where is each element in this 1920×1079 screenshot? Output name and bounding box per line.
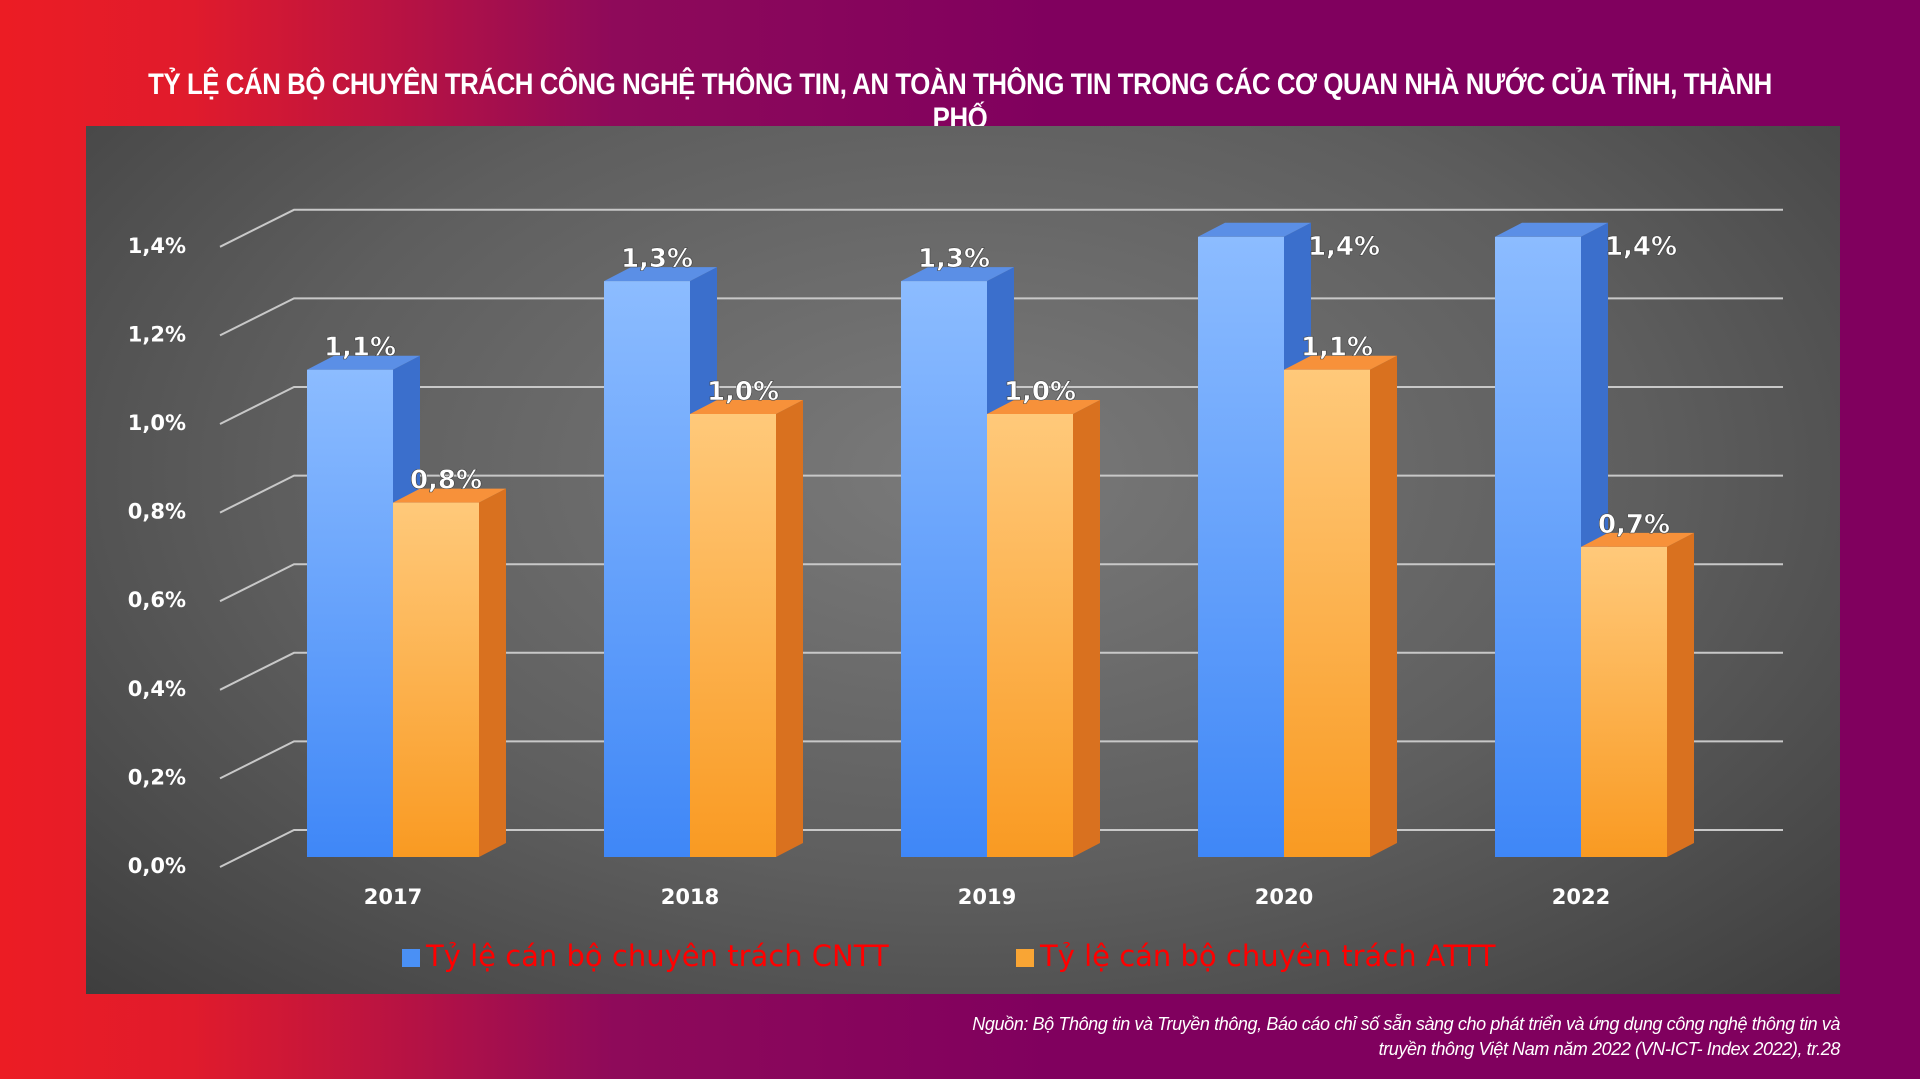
y-tick-label: 1,4% [128, 234, 186, 258]
bar-cntt-2017 [307, 369, 393, 857]
bar-top [901, 267, 1014, 282]
y-tick-label: 0,8% [128, 500, 186, 524]
x-tick-label: 2018 [661, 885, 719, 909]
bar-top [987, 400, 1100, 414]
data-label: 1,1% [324, 333, 396, 363]
chart-panel: 0,0% 0,2% 0,4% 0,6% 0,8% 1,0% 1,2% 1,4% 1,1% 0,8%… [86, 126, 1840, 994]
bar-cntt-2020 [1198, 236, 1284, 858]
data-label: 1,3% [621, 244, 693, 274]
bar-side [1370, 355, 1397, 857]
source-line-1: Nguồn: Bộ Thông tin và Truyền thông, Báo… [972, 1014, 1840, 1034]
bar-side [479, 488, 506, 857]
x-tick-label: 2019 [958, 885, 1016, 909]
bar-top [1198, 222, 1311, 237]
legend-label: Tỷ lệ cán bộ chuyên trách ATTT [1039, 939, 1496, 973]
legend-swatch [1016, 949, 1034, 967]
bar-cntt-2022 [1495, 236, 1581, 858]
bar-side [1073, 400, 1100, 857]
data-label: 0,7% [1598, 510, 1670, 540]
x-tick-label: 2020 [1255, 885, 1313, 909]
gridline [219, 208, 1783, 248]
data-label: 1,0% [707, 377, 779, 407]
y-tick-label: 1,2% [128, 322, 186, 346]
bar-top [1284, 355, 1397, 370]
legend-label: Tỷ lệ cán bộ chuyên trách CNTT [425, 939, 889, 973]
data-label: 1,1% [1301, 333, 1373, 363]
bar-attt-2019 [987, 414, 1073, 857]
y-tick-label: 1,0% [128, 411, 186, 435]
chart-title: TỶ LỆ CÁN BỘ CHUYÊN TRÁCH CÔNG NGHỆ THÔN… [148, 68, 1772, 135]
bar-side [1667, 532, 1694, 857]
bar-top [604, 267, 717, 282]
x-tick-label: 2022 [1552, 885, 1610, 909]
bar-attt-2017 [393, 502, 479, 857]
bar-top [307, 355, 420, 370]
data-label: 1,4% [1308, 232, 1380, 262]
bar-top [1495, 222, 1608, 237]
y-tick-label: 0,0% [128, 854, 186, 878]
x-tick-label: 2017 [364, 885, 422, 909]
bar-top [1581, 532, 1694, 547]
bar-attt-2018 [690, 414, 776, 857]
bar-attt-2022 [1581, 546, 1667, 857]
legend-swatch [402, 949, 420, 967]
bar-attt-2020 [1284, 369, 1370, 857]
bar-chart: 0,0% 0,2% 0,4% 0,6% 0,8% 1,0% 1,2% 1,4% 1,1% 0,8%… [128, 208, 1783, 973]
data-label: 1,3% [918, 244, 990, 274]
source-line-2: truyền thông Việt Nam năm 2022 (VN-ICT- … [1378, 1039, 1841, 1059]
data-label: 0,8% [410, 466, 482, 496]
y-tick-label: 0,6% [128, 588, 186, 612]
bar-cntt-2018 [604, 281, 690, 858]
bar-top [393, 488, 506, 503]
y-tick-label: 0,2% [128, 765, 186, 789]
bar-cntt-2019 [901, 281, 987, 858]
bar-side [776, 400, 803, 857]
data-label: 1,4% [1605, 232, 1677, 262]
data-label: 1,0% [1004, 377, 1076, 407]
bar-top [690, 400, 803, 414]
y-tick-label: 0,4% [128, 677, 186, 701]
source-note: Nguồn: Bộ Thông tin và Truyền thông, Báo… [972, 1012, 1840, 1062]
